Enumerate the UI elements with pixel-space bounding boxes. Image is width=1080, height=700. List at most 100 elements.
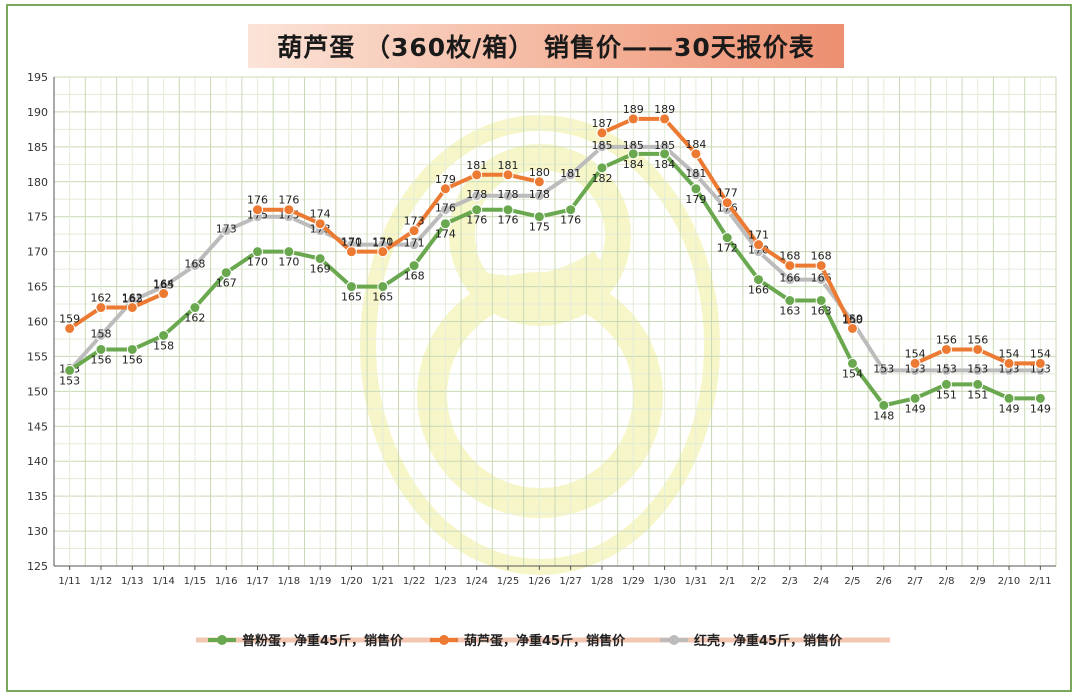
data-point <box>1034 357 1046 369</box>
data-point <box>189 302 201 314</box>
x-tick-label: 2/4 <box>813 576 829 587</box>
chart-title: 葫芦蛋 （360枚/箱） 销售价——30天报价表 <box>277 33 815 62</box>
data-point <box>471 204 483 216</box>
data-point <box>158 288 170 300</box>
x-tick-label: 1/16 <box>215 576 237 587</box>
data-point <box>753 274 765 286</box>
data-point <box>690 148 702 160</box>
y-tick-label: 150 <box>27 385 48 398</box>
data-label: 178 <box>529 188 550 201</box>
data-label: 151 <box>936 388 957 401</box>
series-line <box>67 291 166 331</box>
data-label: 177 <box>717 187 738 200</box>
data-point <box>95 329 107 341</box>
data-label: 176 <box>435 202 456 215</box>
data-point <box>972 378 984 390</box>
data-label: 149 <box>1030 402 1051 415</box>
x-tick-label: 1/28 <box>591 576 613 587</box>
chart-title-banner: 葫芦蛋 （360枚/箱） 销售价——30天报价表 <box>248 24 844 68</box>
data-point <box>533 190 545 202</box>
data-label: 159 <box>59 312 80 325</box>
data-label: 169 <box>310 263 331 276</box>
data-point <box>314 218 326 230</box>
y-tick-label: 180 <box>27 176 48 189</box>
data-label: 168 <box>779 250 800 263</box>
y-tick-label: 185 <box>27 141 48 154</box>
data-label: 180 <box>529 166 550 179</box>
data-label: 176 <box>247 194 268 207</box>
data-label: 163 <box>779 305 800 318</box>
data-point <box>439 218 451 230</box>
data-point <box>846 322 858 334</box>
data-label: 151 <box>967 388 988 401</box>
data-point <box>815 295 827 307</box>
data-label: 153 <box>967 362 988 375</box>
data-label: 166 <box>779 272 800 285</box>
data-label: 153 <box>936 362 957 375</box>
data-label: 154 <box>1030 347 1051 360</box>
data-point <box>345 281 357 293</box>
data-label: 165 <box>341 291 362 304</box>
data-point <box>439 183 451 195</box>
x-tick-label: 1/23 <box>434 576 456 587</box>
x-tick-label: 1/26 <box>528 576 550 587</box>
data-point <box>158 329 170 341</box>
data-label: 171 <box>748 229 769 242</box>
data-label: 162 <box>122 292 143 305</box>
series-line <box>255 172 542 254</box>
data-label: 170 <box>341 236 362 249</box>
data-point <box>220 267 232 279</box>
data-label: 149 <box>905 402 926 415</box>
data-label: 154 <box>842 367 863 380</box>
data-label: 173 <box>404 215 425 228</box>
data-point <box>596 127 608 139</box>
data-point <box>878 364 890 376</box>
data-label: 182 <box>591 172 612 185</box>
data-point <box>126 302 138 314</box>
data-point <box>846 357 858 369</box>
data-label: 153 <box>873 362 894 375</box>
x-tick-label: 1/11 <box>58 576 80 587</box>
data-label: 185 <box>654 139 675 152</box>
x-tick-label: 1/20 <box>340 576 362 587</box>
x-tick-label: 2/5 <box>844 576 860 587</box>
y-tick-label: 190 <box>27 106 48 119</box>
data-label: 181 <box>560 167 581 180</box>
x-tick-label: 2/3 <box>782 576 798 587</box>
data-label: 176 <box>498 214 519 227</box>
data-point <box>533 176 545 188</box>
x-tick-label: 1/27 <box>559 576 581 587</box>
y-tick-label: 155 <box>27 350 48 363</box>
data-point <box>940 364 952 376</box>
data-point <box>659 113 671 125</box>
data-label: 156 <box>967 333 988 346</box>
data-point <box>909 357 921 369</box>
data-label: 148 <box>873 409 894 422</box>
data-point <box>753 239 765 251</box>
legend-swatch-marker <box>669 635 679 645</box>
data-label: 181 <box>466 159 487 172</box>
data-label: 156 <box>90 353 111 366</box>
data-point <box>784 260 796 272</box>
series-line <box>67 144 1043 373</box>
x-tick-label: 2/2 <box>750 576 766 587</box>
data-point <box>627 148 639 160</box>
data-point <box>596 141 608 153</box>
y-tick-label: 195 <box>27 71 48 84</box>
data-point <box>784 295 796 307</box>
data-label: 173 <box>216 223 237 236</box>
data-label: 156 <box>936 333 957 346</box>
data-label: 176 <box>560 214 581 227</box>
data-label: 174 <box>310 208 331 221</box>
legend-swatch-marker <box>439 635 449 645</box>
data-label: 189 <box>654 103 675 116</box>
data-label: 170 <box>278 256 299 269</box>
data-point <box>502 190 514 202</box>
x-tick-label: 1/29 <box>622 576 644 587</box>
data-point <box>565 169 577 181</box>
data-point <box>126 343 138 355</box>
data-label: 187 <box>591 117 612 130</box>
data-label: 163 <box>122 293 143 306</box>
data-label: 149 <box>999 402 1020 415</box>
